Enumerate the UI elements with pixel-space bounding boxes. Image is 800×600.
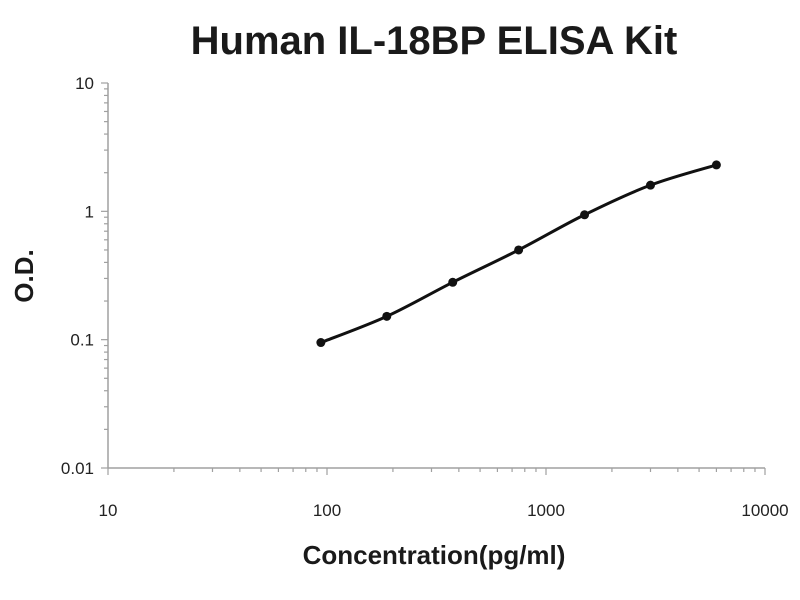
x-tick-label: 1000	[527, 501, 565, 520]
y-tick-label: 0.1	[70, 331, 94, 350]
x-tick-label: 10000	[741, 501, 788, 520]
chart-title: Human IL-18BP ELISA Kit	[191, 19, 678, 63]
data-point	[448, 277, 458, 287]
data-point	[382, 311, 392, 321]
y-axis-label: O.D.	[9, 249, 39, 302]
y-tick-label: 10	[75, 74, 94, 93]
axes	[101, 82, 766, 475]
data-point	[580, 210, 590, 220]
tick-labels: 10 100 1000 10000 0.01 0.1 1 10	[61, 74, 789, 520]
data-point	[645, 180, 655, 190]
data-point	[316, 338, 326, 348]
x-tick-label: 10	[99, 501, 118, 520]
y-tick-label: 1	[85, 202, 94, 221]
x-axis-label: Concentration(pg/ml)	[303, 540, 566, 570]
data-point	[514, 245, 524, 255]
x-tick-label: 100	[313, 501, 341, 520]
y-tick-label: 0.01	[61, 459, 94, 478]
data-series	[316, 160, 721, 348]
data-point	[711, 160, 721, 170]
